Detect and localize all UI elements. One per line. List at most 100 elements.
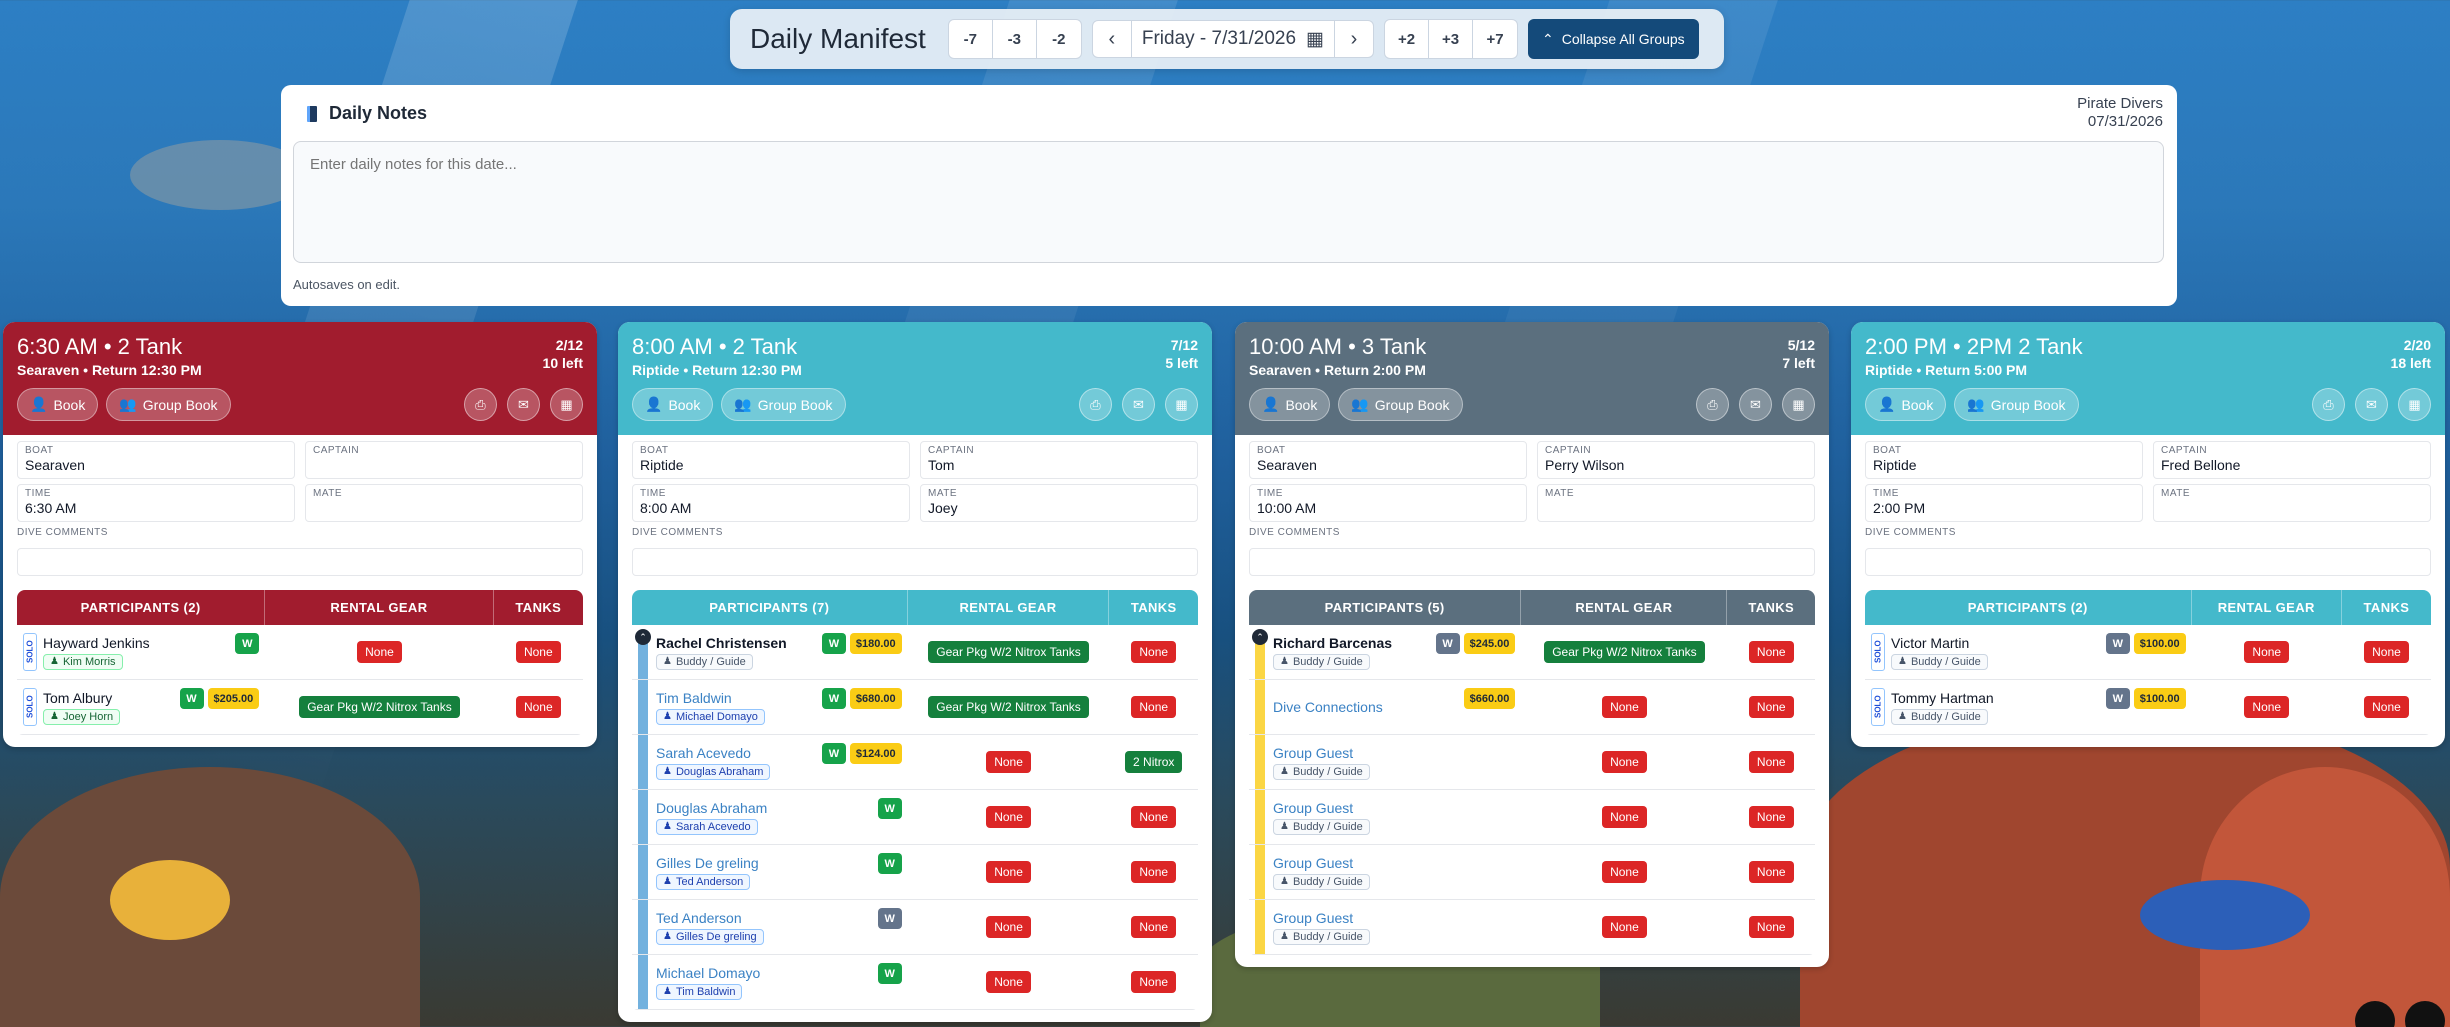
- email-button[interactable]: ✉: [2355, 388, 2388, 421]
- mate-field[interactable]: MATE Joey: [920, 484, 1198, 522]
- tanks-none-badge[interactable]: None: [1748, 751, 1794, 773]
- collapse-all-groups-button[interactable]: ⌃ Collapse All Groups: [1528, 19, 1699, 59]
- tanks-none-badge[interactable]: None: [1748, 641, 1794, 663]
- calendar-button[interactable]: ▦: [1782, 388, 1815, 421]
- collapse-group-icon[interactable]: ⌃: [635, 629, 651, 645]
- collapse-group-icon[interactable]: ⌃: [1252, 629, 1268, 645]
- buddy-tag[interactable]: ♟ Buddy / Guide: [1891, 708, 1988, 725]
- tanks-none-badge[interactable]: None: [1131, 971, 1177, 993]
- print-button[interactable]: ⎙: [1696, 388, 1729, 421]
- book-button[interactable]: 👤 Book: [1865, 388, 1947, 421]
- gear-none-badge[interactable]: None: [2244, 696, 2290, 718]
- gear-none-badge[interactable]: None: [2244, 641, 2290, 663]
- gear-none-badge[interactable]: None: [986, 806, 1031, 828]
- tanks-badge[interactable]: 2 Nitrox: [1125, 751, 1183, 773]
- time-field[interactable]: TIME 6:30 AM: [17, 484, 295, 522]
- next-day-button[interactable]: ›: [1335, 21, 1373, 57]
- participant-name[interactable]: Group Guest: [1273, 909, 1354, 926]
- gear-none-badge[interactable]: None: [357, 641, 402, 663]
- print-button[interactable]: ⎙: [1079, 388, 1112, 421]
- daily-notes-input[interactable]: [293, 141, 2164, 263]
- participant-name[interactable]: Dive Connections: [1273, 699, 1383, 715]
- group-book-button[interactable]: 👥 Group Book: [1338, 388, 1463, 421]
- captain-field[interactable]: CAPTAIN Fred Bellone: [2153, 441, 2431, 479]
- tanks-none-badge[interactable]: None: [1748, 806, 1794, 828]
- buddy-tag[interactable]: ♟ Buddy / Guide: [656, 653, 753, 670]
- date-field[interactable]: Friday - 7/31/2026 ▦: [1130, 21, 1335, 57]
- book-button[interactable]: 👤 Book: [632, 388, 714, 421]
- gear-none-badge[interactable]: None: [1602, 751, 1647, 773]
- gear-badge[interactable]: Gear Pkg W/2 Nitrox Tanks: [928, 641, 1089, 663]
- gear-none-badge[interactable]: None: [986, 751, 1031, 773]
- gear-none-badge[interactable]: None: [1602, 916, 1647, 938]
- forward-3-button[interactable]: +3: [1429, 20, 1473, 58]
- forward-2-button[interactable]: +2: [1385, 20, 1429, 58]
- buddy-tag[interactable]: ♟ Buddy / Guide: [1273, 873, 1370, 890]
- tanks-none-badge[interactable]: None: [2364, 641, 2409, 663]
- tanks-none-badge[interactable]: None: [515, 641, 561, 663]
- book-button[interactable]: 👤 Book: [17, 388, 99, 421]
- participant-name[interactable]: Tom Albury: [43, 689, 113, 706]
- tanks-none-badge[interactable]: None: [1748, 696, 1794, 718]
- tanks-none-badge[interactable]: None: [1131, 641, 1177, 663]
- tanks-none-badge[interactable]: None: [1131, 916, 1177, 938]
- tanks-none-badge[interactable]: None: [1131, 861, 1177, 883]
- buddy-tag[interactable]: ♟ Buddy / Guide: [1273, 653, 1370, 670]
- participant-name[interactable]: Richard Barcenas: [1273, 634, 1393, 651]
- gear-none-badge[interactable]: None: [1602, 861, 1647, 883]
- tanks-none-badge[interactable]: None: [1748, 916, 1794, 938]
- captain-field[interactable]: CAPTAIN Perry Wilson: [1537, 441, 1815, 479]
- buddy-tag[interactable]: ♟ Ted Anderson: [656, 873, 751, 890]
- captain-field[interactable]: CAPTAIN: [305, 441, 583, 479]
- gear-none-badge[interactable]: None: [986, 916, 1031, 938]
- buddy-tag[interactable]: ♟ Gilles De greling: [656, 928, 764, 945]
- time-field[interactable]: TIME 8:00 AM: [632, 484, 910, 522]
- tanks-none-badge[interactable]: None: [1748, 861, 1794, 883]
- back-7-button[interactable]: -7: [949, 20, 993, 58]
- mate-field[interactable]: MATE: [2153, 484, 2431, 522]
- participant-name[interactable]: Ted Anderson: [656, 909, 742, 926]
- time-field[interactable]: TIME 10:00 AM: [1249, 484, 1527, 522]
- buddy-tag[interactable]: ♟ Sarah Acevedo: [656, 818, 758, 835]
- dive-comments-input[interactable]: [1865, 548, 2431, 576]
- participant-name[interactable]: Group Guest: [1273, 744, 1354, 761]
- boat-field[interactable]: BOAT Searaven: [17, 441, 295, 479]
- tanks-none-badge[interactable]: None: [1131, 696, 1177, 718]
- participant-name[interactable]: Group Guest: [1273, 799, 1354, 816]
- gear-none-badge[interactable]: None: [986, 861, 1031, 883]
- mate-field[interactable]: MATE: [305, 484, 583, 522]
- buddy-tag[interactable]: ♟ Buddy / Guide: [1273, 818, 1370, 835]
- captain-field[interactable]: CAPTAIN Tom: [920, 441, 1198, 479]
- participant-name[interactable]: Tommy Hartman: [1891, 689, 1994, 706]
- group-book-button[interactable]: 👥 Group Book: [106, 388, 231, 421]
- boat-field[interactable]: BOAT Riptide: [632, 441, 910, 479]
- help-bubble[interactable]: [2355, 1001, 2395, 1027]
- book-button[interactable]: 👤 Book: [1249, 388, 1331, 421]
- back-2-button[interactable]: -2: [1052, 30, 1066, 48]
- participant-name[interactable]: Sarah Acevedo: [656, 744, 751, 761]
- email-button[interactable]: ✉: [1739, 388, 1772, 421]
- boat-field[interactable]: BOAT Searaven: [1249, 441, 1527, 479]
- buddy-tag[interactable]: ♟ Douglas Abraham: [656, 763, 771, 780]
- mate-field[interactable]: MATE: [1537, 484, 1815, 522]
- participant-name[interactable]: Group Guest: [1273, 854, 1354, 871]
- participant-name[interactable]: Rachel Christensen: [656, 634, 787, 651]
- gear-badge[interactable]: Gear Pkg W/2 Nitrox Tanks: [299, 696, 460, 718]
- chat-bubble[interactable]: [2405, 1001, 2445, 1027]
- participant-name[interactable]: Victor Martin: [1891, 634, 1970, 651]
- time-field[interactable]: TIME 2:00 PM: [1865, 484, 2143, 522]
- buddy-tag[interactable]: ♟ Michael Domayo: [656, 708, 765, 725]
- gear-none-badge[interactable]: None: [986, 971, 1031, 993]
- participant-name[interactable]: Gilles De greling: [656, 854, 759, 871]
- gear-badge[interactable]: Gear Pkg W/2 Nitrox Tanks: [928, 696, 1089, 718]
- back-3-button[interactable]: -3: [993, 20, 1037, 58]
- gear-none-badge[interactable]: None: [1602, 806, 1647, 828]
- print-button[interactable]: ⎙: [2312, 388, 2345, 421]
- prev-day-button[interactable]: ‹: [1093, 21, 1131, 57]
- print-button[interactable]: ⎙: [464, 388, 497, 421]
- buddy-tag[interactable]: ♟ Joey Horn: [43, 708, 121, 725]
- email-button[interactable]: ✉: [1122, 388, 1155, 421]
- calendar-button[interactable]: ▦: [1165, 388, 1198, 421]
- tanks-none-badge[interactable]: None: [1131, 806, 1177, 828]
- dive-comments-input[interactable]: [17, 548, 583, 576]
